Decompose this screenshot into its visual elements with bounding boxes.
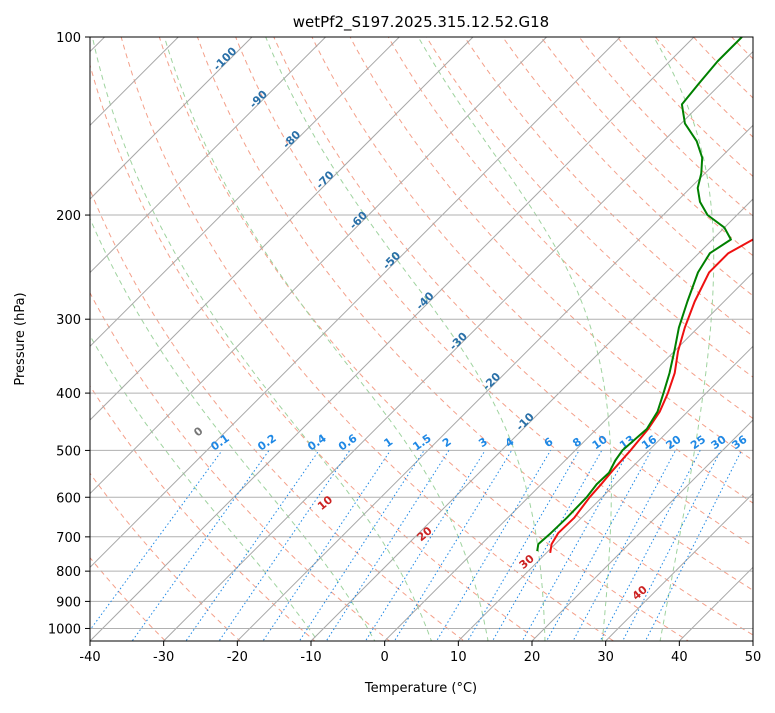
x-tick-label: -10	[300, 650, 321, 665]
y-tick-label: 600	[56, 491, 81, 506]
x-tick-label: -30	[153, 650, 174, 665]
x-tick-label: 40	[671, 650, 688, 665]
y-tick-label: 900	[56, 595, 81, 610]
x-axis-label: Temperature (°C)	[364, 681, 477, 696]
y-tick-label: 100	[56, 31, 81, 46]
y-tick-label: 400	[56, 387, 81, 402]
y-tick-label: 700	[56, 531, 81, 546]
x-tick-label: 0	[381, 650, 389, 665]
y-tick-label: 500	[56, 444, 81, 459]
y-tick-label: 800	[56, 565, 81, 580]
x-tick-label: 10	[450, 650, 467, 665]
y-tick-label: 200	[56, 209, 81, 224]
x-tick-label: -20	[227, 650, 248, 665]
y-axis-label: Pressure (hPa)	[13, 292, 28, 385]
x-tick-label: 20	[524, 650, 541, 665]
y-tick-label: 300	[56, 313, 81, 328]
chart-title: wetPf2_S197.2025.315.12.52.G18	[293, 13, 549, 32]
x-tick-label: 50	[745, 650, 762, 665]
x-tick-label: -40	[79, 650, 100, 665]
y-tick-label: 1000	[48, 622, 81, 637]
x-tick-label: 30	[597, 650, 614, 665]
